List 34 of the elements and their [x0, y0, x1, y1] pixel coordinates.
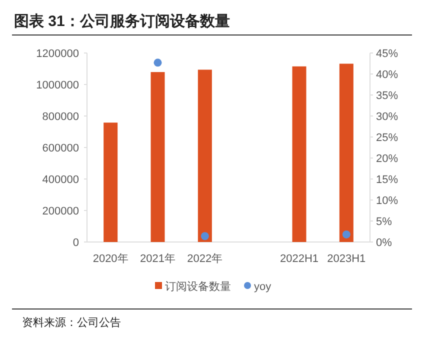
y2-tick-label: 0% [376, 237, 392, 249]
bar [150, 72, 165, 242]
y-tick-label: 200000 [42, 206, 79, 218]
y2-tick-label: 30% [376, 111, 398, 123]
point [154, 58, 162, 67]
bar [104, 122, 118, 242]
y2-tick-label: 25% [376, 132, 398, 144]
y2-tick-label: 20% [376, 153, 398, 165]
bar [198, 70, 212, 242]
y2-tick-label: 45% [376, 48, 398, 60]
y2-tick-label: 10% [376, 195, 398, 207]
bar [292, 66, 306, 242]
y2-tick-label: 40% [376, 69, 398, 81]
y-tick-label: 600000 [42, 142, 79, 154]
y2-tick-label: 5% [376, 216, 392, 228]
y-tick-label: 1000000 [36, 80, 79, 92]
title: 图表 31：公司服务订阅设备数量 [14, 13, 230, 30]
x-tick-label: 2021年 [140, 253, 176, 265]
point [200, 232, 209, 240]
y-tick-label: 400000 [42, 174, 79, 186]
point [342, 230, 350, 238]
legend-label: yoy [254, 281, 272, 293]
bar [339, 64, 354, 242]
y-tick-label: 800000 [42, 111, 79, 123]
y-tick-label: 0 [72, 237, 79, 249]
x-tick-label: 2022年 [187, 253, 223, 265]
x-tick-label: 2020年 [92, 253, 128, 265]
y-tick-label: 1200000 [36, 48, 79, 60]
x-tick-label: 2022H1 [280, 253, 319, 265]
annotation: 资料来源：公司公告 [22, 317, 121, 329]
y2-tick-label: 15% [376, 174, 398, 186]
y2-tick-label: 35% [376, 90, 398, 102]
x-tick-label: 2023H1 [327, 253, 366, 265]
legend-label: 订阅设备数量 [165, 281, 231, 293]
